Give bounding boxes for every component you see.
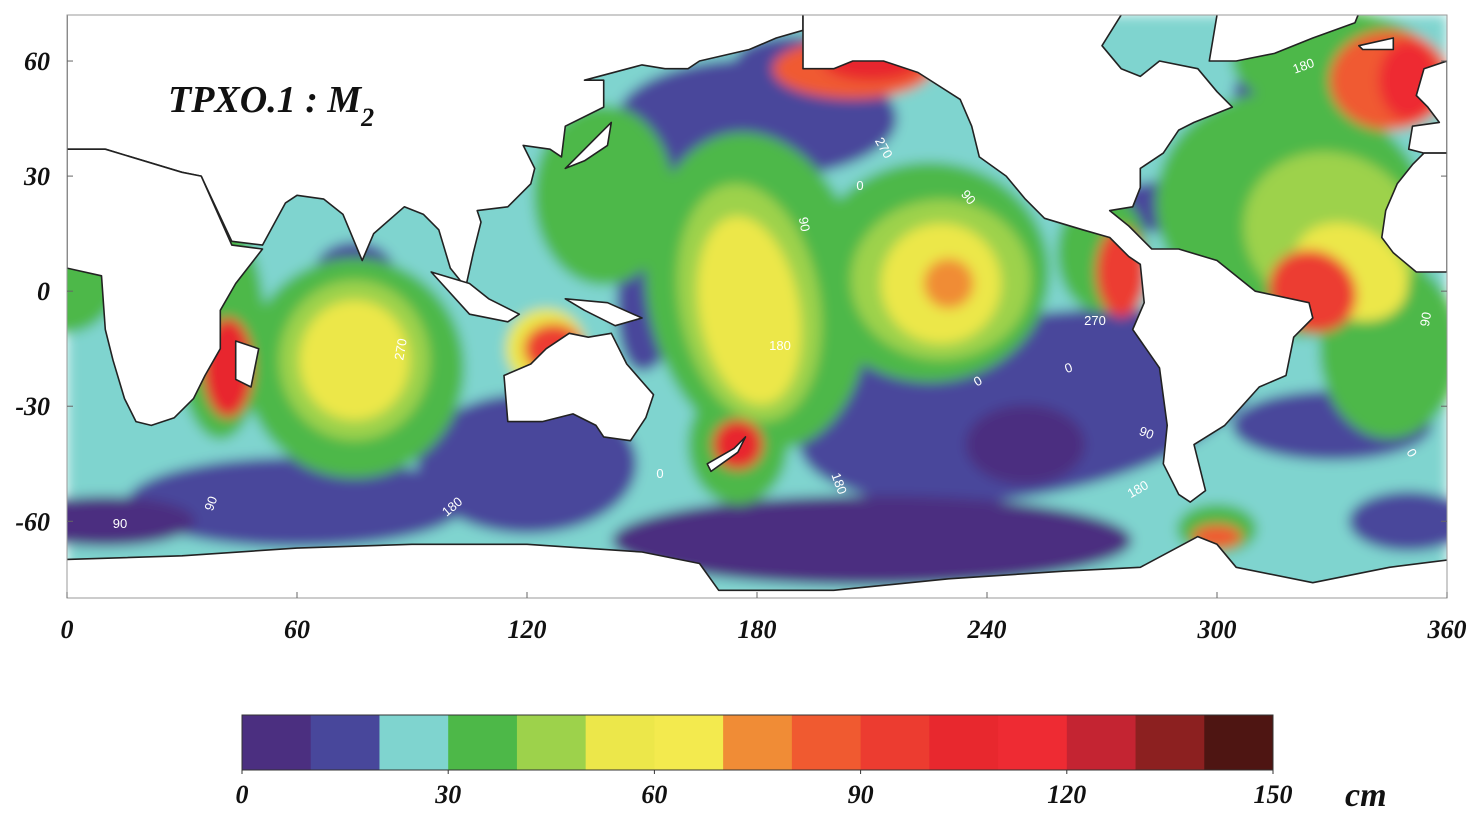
colorbar-unit: cm <box>1345 777 1387 814</box>
amplitude-region <box>299 300 410 421</box>
land <box>234 340 260 388</box>
colorbar-swatch <box>448 715 518 770</box>
land <box>564 298 643 327</box>
land <box>430 271 521 323</box>
colorbar: 0 30 60 90 120 150 cm <box>236 714 1387 814</box>
y-tick-label: -60 <box>15 507 50 536</box>
colorbar-swatch <box>791 715 862 770</box>
colorbar-tick-label: 0 <box>236 780 249 809</box>
contour-label: 0 <box>656 466 663 481</box>
amplitude-region <box>67 496 196 547</box>
x-tick-label: 360 <box>1427 615 1467 644</box>
colorbar-tick-label: 30 <box>434 780 461 809</box>
colorbar-swatch <box>516 715 587 770</box>
colorbar-tick-label: 120 <box>1047 780 1086 809</box>
amplitude-region <box>923 258 974 309</box>
contour-label: 90 <box>796 216 813 233</box>
colorbar-swatch <box>585 715 655 770</box>
colorbar-swatch <box>998 715 1068 770</box>
amplitude-region <box>533 105 674 286</box>
contour-label: 270 <box>391 337 410 361</box>
contour-label: 0 <box>1062 359 1074 376</box>
amplitude-region <box>612 495 1132 586</box>
amplitude-region <box>1348 491 1447 552</box>
land <box>67 535 1447 598</box>
land-layer <box>67 15 1447 598</box>
contour-label: 180 <box>769 338 791 353</box>
contour-label: 180 <box>170 131 192 157</box>
land <box>1358 37 1395 51</box>
x-tick-label: 60 <box>284 615 310 644</box>
contour-label: 180 <box>1291 55 1317 77</box>
land <box>503 332 655 442</box>
colorbar-swatch <box>1066 715 1137 770</box>
amplitude-region <box>417 393 637 534</box>
land <box>564 121 613 170</box>
land <box>1208 15 1359 62</box>
y-tick-label: 30 <box>23 162 50 191</box>
contour-label: 270 <box>1084 313 1106 328</box>
map-title: TPXO.1 : M2 <box>168 79 374 132</box>
y-tick-label: -30 <box>15 392 50 421</box>
title-main: TPXO.1 : M <box>168 79 362 121</box>
y-tick-label: 60 <box>24 47 50 76</box>
x-tick-label: 120 <box>508 615 547 644</box>
x-tick-label: 240 <box>967 615 1007 644</box>
colorbar-tick-label: 60 <box>641 780 667 809</box>
y-tick-label: 0 <box>37 277 50 306</box>
contour-label: 90 <box>1137 423 1156 442</box>
colorbar-swatch <box>723 715 793 770</box>
colorbar-tick-label: 90 <box>848 780 874 809</box>
colorbar-swatch <box>1135 715 1205 770</box>
amplitude-region <box>965 404 1086 485</box>
colorbar-swatch <box>310 715 380 770</box>
contour-label: 90 <box>1417 311 1434 328</box>
land <box>67 148 264 427</box>
land <box>706 436 747 473</box>
x-tick-label: 180 <box>738 615 777 644</box>
colorbar-swatch <box>242 715 312 770</box>
colorbar-swatch <box>379 715 449 770</box>
contour-label: 90 <box>113 516 127 531</box>
colorbar-swatch <box>654 715 724 770</box>
amplitude-region <box>697 216 802 405</box>
colorbar-tick-label: 150 <box>1254 780 1293 809</box>
contour-label: 0 <box>856 178 863 193</box>
land <box>1381 152 1447 273</box>
contour-label: 90 <box>201 494 220 513</box>
land <box>67 15 804 289</box>
land <box>802 15 1314 503</box>
colorbar-swatch <box>929 715 999 770</box>
colorbar-frame <box>241 714 1274 771</box>
contour-label: 180 <box>828 471 850 497</box>
x-tick-label: 300 <box>1197 615 1237 644</box>
x-tick-label: 0 <box>61 615 74 644</box>
colorbar-swatch <box>860 715 930 770</box>
title-subscript: 2 <box>360 103 374 132</box>
colorbar-swatch <box>1204 715 1274 770</box>
amplitude-region <box>127 457 467 548</box>
land <box>1407 60 1447 154</box>
